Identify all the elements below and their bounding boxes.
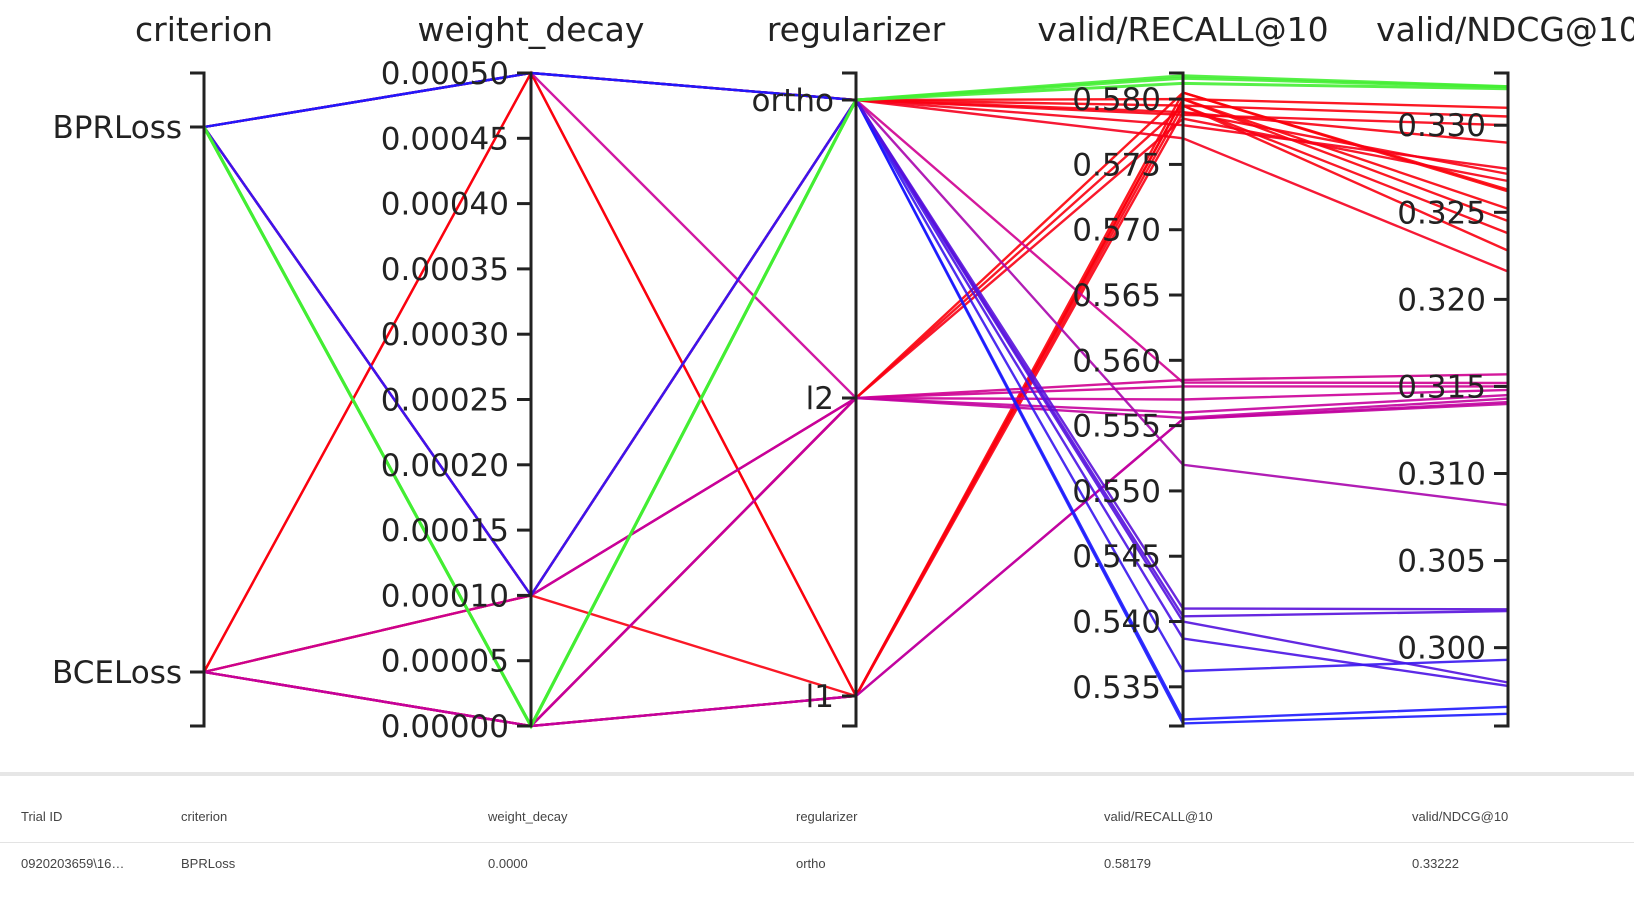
header-ndcg[interactable]: valid/NDCG@10 [1391, 790, 1634, 843]
axis-title[interactable]: regularizer [767, 10, 946, 49]
trials-table: Trial ID criterion weight_decay regulari… [0, 790, 1634, 883]
tick-label: l2 [806, 381, 834, 417]
axis-1: weight_decay 0.00000 0.00005 0.00010 0.00015… [381, 10, 645, 745]
tick-label: 0.00010 [381, 578, 509, 614]
tick-label: 0.540 [1072, 605, 1161, 641]
divider [0, 772, 1634, 776]
tick-label: 0.310 [1397, 457, 1486, 493]
tick-label: 0.330 [1397, 108, 1486, 144]
axis-title[interactable]: valid/NDCG@10 [1376, 10, 1634, 49]
axis-2: regularizer ortho l2 l1 [752, 10, 946, 728]
tick-label: 0.315 [1397, 369, 1486, 405]
cell-weight-decay: 0.0000 [488, 855, 528, 871]
table-row[interactable]: 0920203659\16… BPRLoss 0.0000 ortho 0.58… [0, 843, 1634, 884]
cell-criterion: BPRLoss [181, 855, 236, 871]
tick-label: BPRLoss [53, 110, 183, 146]
axis-title[interactable]: weight_decay [418, 10, 645, 49]
tick-label: 0.560 [1072, 343, 1161, 379]
tick-label: 0.00035 [381, 252, 509, 288]
header-weight-decay[interactable]: weight_decay [467, 790, 775, 843]
cell-recall: 0.58179 [1104, 855, 1151, 871]
header-regularizer[interactable]: regularizer [775, 790, 1083, 843]
tick-label: 0.535 [1072, 670, 1161, 706]
tick-label: BCELoss [52, 655, 182, 691]
tick-label: 0.00020 [381, 448, 509, 484]
tick-label: 0.550 [1072, 474, 1161, 510]
tick-label: 0.305 [1397, 544, 1486, 580]
tick-label: 0.545 [1072, 539, 1161, 575]
header-criterion[interactable]: criterion [160, 790, 467, 843]
axis-3: valid/RECALL@10 0.535 0.540 0.545 0.550 0.555… [1037, 10, 1329, 728]
axis-title[interactable]: valid/RECALL@10 [1037, 10, 1328, 49]
header-trial-id[interactable]: Trial ID [0, 790, 160, 843]
tick-label: 0.575 [1072, 147, 1161, 183]
tick-label: l1 [806, 679, 834, 715]
cell-regularizer: ortho [796, 855, 826, 871]
parallel-coordinates-plot: criterion BPRLoss BCELoss weight_decay 0.000… [52, 10, 1634, 745]
axis-line[interactable] [1169, 71, 1185, 728]
tick-label: 0.555 [1072, 409, 1161, 445]
tick-label: 0.320 [1397, 282, 1486, 318]
header-recall[interactable]: valid/RECALL@10 [1083, 790, 1391, 843]
tick-label: 0.00000 [381, 709, 509, 745]
axis-4: valid/NDCG@10 0.300 0.305 0.310 0.315 0.320 0.… [1376, 10, 1634, 728]
tick-label: 0.300 [1397, 631, 1486, 667]
cell-trial-id: 0920203659\16… [21, 855, 125, 871]
tick-label: ortho [752, 83, 834, 119]
tick-label: 0.00030 [381, 317, 509, 353]
tick-label: 0.00015 [381, 513, 509, 549]
tick-label: 0.325 [1397, 195, 1486, 231]
axis-line[interactable] [1494, 71, 1510, 728]
axis-title[interactable]: criterion [135, 10, 273, 49]
tick-label: 0.00040 [381, 187, 509, 223]
tick-label: 0.00045 [381, 121, 509, 157]
axes: criterion BPRLoss BCELoss weight_decay 0.000… [52, 10, 1634, 745]
tick-label: 0.00005 [381, 644, 509, 680]
axis-0: criterion BPRLoss BCELoss [52, 10, 273, 728]
tick-label: 0.570 [1072, 213, 1161, 249]
tick-label: 0.565 [1072, 278, 1161, 314]
tick-label: 0.580 [1072, 82, 1161, 118]
table-header-row: Trial ID criterion weight_decay regulari… [0, 790, 1634, 843]
tick-label: 0.00025 [381, 383, 509, 419]
cell-ndcg: 0.33222 [1412, 855, 1459, 871]
axis-line[interactable] [190, 71, 206, 728]
tick-label: 0.00050 [381, 56, 509, 92]
